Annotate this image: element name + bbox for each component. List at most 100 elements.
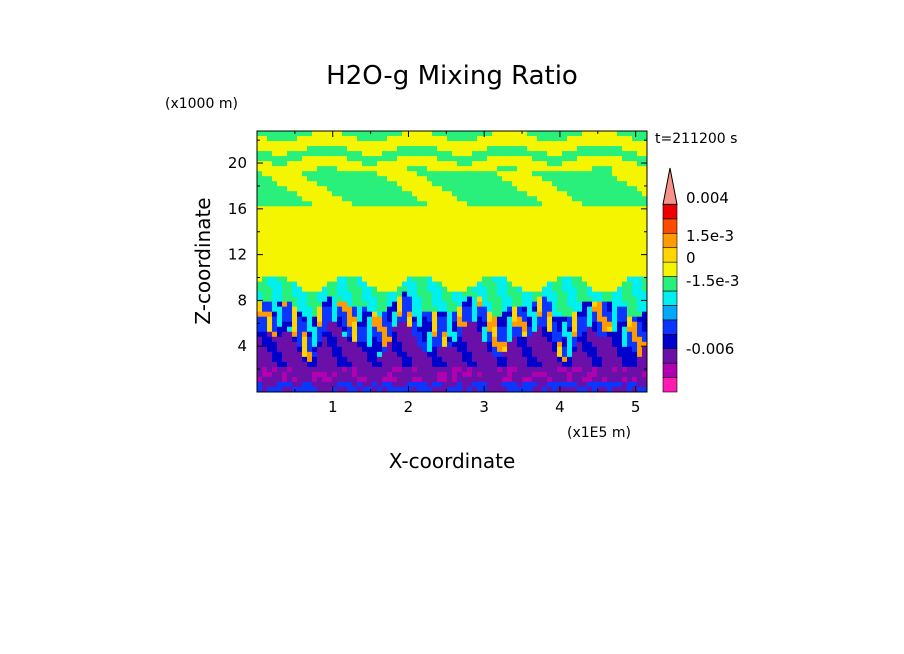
contour-cell: [357, 381, 363, 388]
contour-cell: [587, 236, 593, 242]
contour-cell: [592, 376, 598, 383]
contour-cell: [477, 281, 483, 287]
contour-cell: [352, 211, 358, 217]
contour-cell: [417, 146, 423, 152]
contour-cell: [552, 246, 558, 252]
contour-cell: [487, 141, 493, 147]
contour-cell: [562, 286, 568, 293]
contour-cell: [457, 176, 463, 182]
contour-cell: [377, 371, 383, 378]
contour-cell: [477, 306, 483, 313]
contour-cell: [602, 181, 608, 187]
contour-cell: [512, 231, 518, 237]
contour-cell: [567, 371, 573, 378]
contour-cell: [362, 256, 368, 262]
contour-cell: [572, 231, 578, 237]
contour-cell: [407, 341, 413, 348]
contour-cell: [462, 196, 468, 202]
contour-cell: [527, 181, 533, 187]
contour-cell: [587, 221, 593, 227]
contour-cell: [292, 266, 298, 272]
contour-cell: [317, 291, 323, 298]
contour-cell: [627, 241, 633, 247]
contour-cell: [467, 276, 473, 282]
contour-cell: [287, 336, 293, 343]
contour-cell: [332, 131, 338, 137]
contour-cell: [387, 251, 393, 257]
contour-cell: [472, 381, 478, 388]
contour-cell: [597, 326, 603, 333]
contour-cell: [387, 276, 393, 282]
contour-cell: [532, 191, 538, 197]
contour-cell: [617, 181, 623, 187]
contour-cell: [587, 261, 593, 267]
contour-cell: [632, 256, 638, 262]
contour-cell: [347, 201, 353, 207]
contour-cell: [317, 381, 323, 388]
contour-cell: [362, 276, 368, 282]
contour-cell: [357, 331, 363, 338]
contour-cell: [327, 221, 333, 227]
contour-cell: [552, 201, 558, 207]
contour-cell: [437, 151, 443, 157]
contour-cell: [567, 336, 573, 343]
contour-cell: [352, 276, 358, 282]
contour-cell: [342, 221, 348, 227]
contour-cell: [512, 371, 518, 378]
contour-cell: [282, 236, 288, 242]
contour-cell: [407, 151, 413, 157]
contour-cell: [427, 171, 433, 177]
contour-cell: [287, 371, 293, 378]
contour-cell: [577, 151, 583, 157]
contour-cell: [492, 166, 498, 172]
contour-cell: [467, 146, 473, 152]
contour-cell: [352, 386, 358, 393]
contour-cell: [327, 211, 333, 217]
contour-cell: [477, 296, 483, 303]
contour-cell: [277, 266, 283, 272]
contour-cell: [277, 186, 283, 192]
contour-cell: [392, 266, 398, 272]
contour-cell: [587, 136, 593, 142]
contour-cell: [492, 376, 498, 383]
contour-cell: [432, 211, 438, 217]
contour-cell: [607, 351, 613, 358]
contour-cell: [277, 281, 283, 287]
contour-cell: [582, 161, 588, 167]
contour-cell: [417, 316, 423, 323]
contour-cell: [422, 301, 428, 308]
contour-cell: [642, 191, 648, 197]
contour-cell: [392, 131, 398, 137]
contour-cell: [292, 376, 298, 383]
contour-cell: [612, 276, 618, 282]
contour-cell: [312, 171, 318, 177]
contour-cell: [587, 196, 593, 202]
contour-cell: [547, 151, 553, 157]
contour-cell: [517, 351, 523, 358]
contour-cell: [542, 336, 548, 343]
contour-cell: [407, 256, 413, 262]
contour-cell: [587, 276, 593, 282]
contour-cell: [302, 261, 308, 267]
contour-cell: [307, 281, 313, 287]
contour-cell: [517, 366, 523, 373]
contour-cell: [437, 371, 443, 378]
contour-cell: [322, 356, 328, 363]
contour-cell: [622, 271, 628, 277]
contour-cell: [417, 311, 423, 318]
contour-cell: [292, 226, 298, 232]
contour-cell: [462, 376, 468, 383]
contour-cell: [567, 381, 573, 388]
contour-cell: [267, 251, 273, 257]
contour-cell: [492, 241, 498, 247]
contour-cell: [567, 226, 573, 232]
contour-cell: [422, 141, 428, 147]
contour-cell: [327, 296, 333, 303]
contour-field: [257, 131, 648, 393]
contour-cell: [297, 361, 303, 368]
contour-cell: [287, 241, 293, 247]
contour-cell: [487, 261, 493, 267]
contour-cell: [622, 326, 628, 333]
contour-cell: [302, 361, 308, 368]
